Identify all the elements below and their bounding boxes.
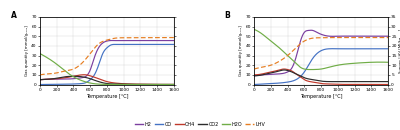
Y-axis label: Gas quantity [mmol/g₂ₑₐ₁]: Gas quantity [mmol/g₂ₑₐ₁] <box>25 25 29 76</box>
Legend: H2, CO, CH4, CO2, H2O, LHV: H2, CO, CH4, CO2, H2O, LHV <box>133 120 267 129</box>
Y-axis label: Syngas LHV [MJ/kg₂ₑₐ₁]: Syngas LHV [MJ/kg₂ₑₐ₁] <box>399 29 400 73</box>
X-axis label: Temperature [°C]: Temperature [°C] <box>86 94 128 99</box>
Text: A: A <box>10 11 16 21</box>
Text: B: B <box>225 11 230 21</box>
X-axis label: Temperature [°C]: Temperature [°C] <box>300 94 342 99</box>
Y-axis label: Gas quantity [mmol/g₂ₑₐ₁]: Gas quantity [mmol/g₂ₑₐ₁] <box>239 25 243 76</box>
